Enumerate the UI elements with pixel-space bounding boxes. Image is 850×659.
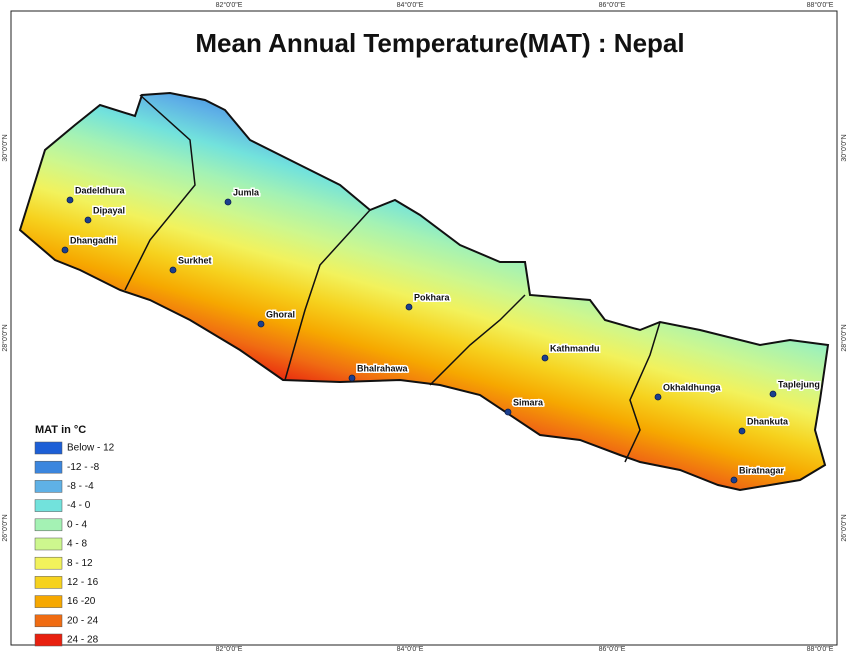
legend-swatch [34,576,63,589]
city-marker [257,320,265,328]
city-marker [84,216,92,224]
legend-label: 20 - 24 [67,615,99,626]
longitude-label: 86°0'0"E [599,645,626,653]
legend-swatch [34,633,63,647]
legend-label: 0 - 4 [67,519,87,530]
legend-label: Below - 12 [67,443,115,454]
city-marker [738,427,746,435]
legend-label: 16 -20 [67,596,96,607]
legend-swatch [34,460,63,474]
city-label: Surkhet [178,255,212,265]
legend-title: MAT in °C [35,424,86,436]
city-label: Bhalrahawa [357,363,409,373]
city-marker [504,408,512,416]
latitude-label: 30°0'0"N [1,134,9,161]
city-marker [405,303,413,311]
latitude-label: 26°0'0"N [840,514,848,541]
city-label: Dhankuta [747,416,789,426]
city-label: Ghoral [266,309,295,319]
legend-swatch [34,441,63,455]
region-boundaries [124,94,661,463]
longitude-label: 82°0'0"E [216,645,243,653]
city-marker [224,198,232,206]
latitude-label: 28°0'0"N [1,324,9,351]
legend-label: 12 - 16 [67,577,99,588]
city-label: Dadeldhura [75,185,126,195]
longitude-label: 86°0'0"E [599,1,626,9]
latitude-label: 30°0'0"N [840,134,848,161]
legend-label: 24 - 28 [67,635,99,646]
latitude-label: 28°0'0"N [840,324,848,351]
map-title: Mean Annual Temperature(MAT) : Nepal [195,28,684,58]
city-label: Jumla [233,187,260,197]
legend-label: 8 - 12 [67,558,93,569]
city-label: Biratnagar [739,465,785,475]
legend-label: -8 - -4 [67,481,94,492]
city-marker [769,390,777,398]
legend-label: -4 - 0 [67,500,91,511]
longitude-label: 82°0'0"E [216,1,243,9]
city-marker [730,476,738,484]
latitude-label: 26°0'0"N [1,514,9,541]
longitude-label: 88°0'0"E [807,1,834,9]
legend-swatch [34,480,63,493]
city-label: Simara [513,397,544,407]
city-label: Dipayal [93,205,125,215]
legend-swatch [34,556,63,570]
country-shape [18,91,830,492]
city-label: Okhaldhunga [663,382,721,392]
city-marker [169,266,177,274]
city-marker [654,393,662,401]
legend-swatch [34,499,63,512]
legend-swatch [34,518,63,532]
city-label: Kathmandu [550,343,600,353]
legend-swatch [34,614,63,628]
legend-label: -12 - -8 [67,462,100,473]
legend-swatch [34,595,63,608]
city-label: Dhangadhi [70,235,117,245]
city-marker [66,196,74,204]
city-marker [541,354,549,362]
legend-label: 4 - 8 [67,539,87,550]
city-marker [348,374,356,382]
map-frame [10,10,838,646]
longitude-label: 84°0'0"E [397,645,424,653]
longitude-label: 84°0'0"E [397,1,424,9]
city-marker [61,246,69,254]
legend-swatch [34,537,63,551]
longitude-label: 88°0'0"E [807,645,834,653]
city-label: Pokhara [414,292,451,302]
city-label: Taplejung [778,379,820,389]
